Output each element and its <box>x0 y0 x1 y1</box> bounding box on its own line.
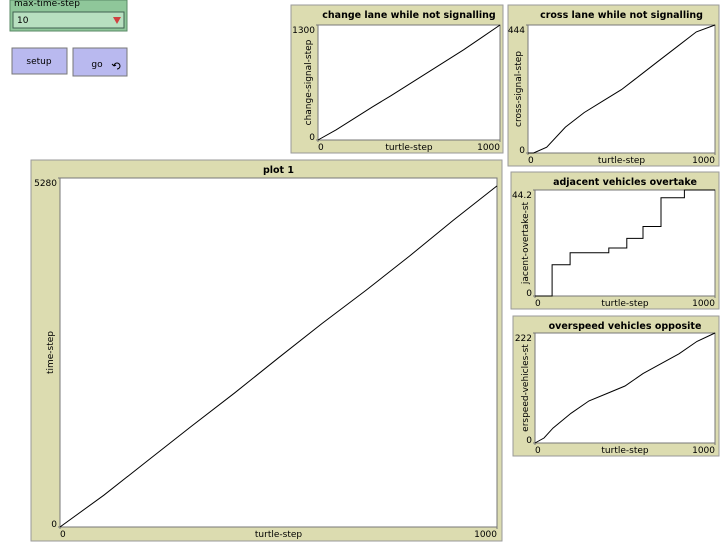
chooser-label: max-time-step <box>14 0 80 9</box>
setup-button[interactable]: setup <box>11 47 68 75</box>
x-axis-label: turtle-step <box>385 143 433 153</box>
plot: overspeed vehicles opposite 0 222 0 1000 turt… <box>512 315 720 457</box>
y-tick-label: 5280 <box>34 179 57 189</box>
y-axis-label: cross-signal-step <box>514 51 524 127</box>
plot-line <box>317 24 501 141</box>
x-axis-label: turtle-step <box>598 156 646 166</box>
x-tick-label: 0 <box>535 299 541 309</box>
plot-area <box>534 189 716 297</box>
y-tick-label: 0 <box>519 146 525 156</box>
forever-icon <box>111 62 121 70</box>
plot-title: plot 1 <box>263 165 294 176</box>
plot: cross lane while not signalling 0 444 0 1000… <box>507 4 720 167</box>
plot-title: cross lane while not signalling <box>540 10 703 21</box>
plot-line <box>534 332 716 444</box>
x-axis-label: turtle-step <box>601 446 649 456</box>
y-axis-label: erspeed-vehicles-st <box>521 344 531 432</box>
x-tick-label: 0 <box>528 156 534 166</box>
plot-title: change lane while not signalling <box>322 10 495 21</box>
plot: plot 1 0 5280 0 1000 turtle-step time-step <box>30 159 503 542</box>
plot-line <box>535 189 715 297</box>
x-tick-label: 1000 <box>692 156 715 166</box>
x-tick-label: 1000 <box>477 143 500 153</box>
plot-title: overspeed vehicles opposite <box>549 321 702 332</box>
chooser[interactable]: max-time-step 10 <box>9 0 128 32</box>
y-tick-label: 444 <box>508 26 525 36</box>
y-tick-label: 44.2 <box>512 191 532 201</box>
x-tick-label: 0 <box>535 446 541 456</box>
y-axis-label: time-step <box>46 331 56 374</box>
plot-line <box>59 185 498 528</box>
chooser-value: 10 <box>17 16 29 26</box>
x-tick-label: 1000 <box>474 530 497 540</box>
y-axis-label: jacent-overtake-st <box>521 201 531 285</box>
x-tick-label: 0 <box>318 143 324 153</box>
plot-area <box>317 24 501 141</box>
button-label: go <box>91 60 103 70</box>
x-tick-label: 1000 <box>692 446 715 456</box>
x-tick-label: 0 <box>60 530 66 540</box>
x-tick-label: 1000 <box>692 299 715 309</box>
plot: adjacent vehicles overtake 0 44.2 0 1000 turt… <box>510 171 720 310</box>
plot-line <box>528 24 716 154</box>
y-tick-label: 222 <box>515 334 532 344</box>
dropdown-arrow <box>113 17 121 24</box>
y-axis-label: change-signal-step <box>304 39 314 125</box>
y-tick-label: 1300 <box>292 26 315 36</box>
plot: change lane while not signalling 0 1300 0 10… <box>290 4 504 154</box>
x-axis-label: turtle-step <box>601 299 649 309</box>
plot-area <box>534 332 716 444</box>
y-tick-label: 0 <box>51 520 57 530</box>
y-tick-label: 0 <box>309 133 315 143</box>
button-label: setup <box>26 57 51 67</box>
y-tick-label: 0 <box>526 289 532 299</box>
plot-area <box>59 177 498 528</box>
y-tick-label: 0 <box>526 436 532 446</box>
x-axis-label: turtle-step <box>255 530 303 540</box>
plot-title: adjacent vehicles overtake <box>553 177 697 188</box>
go-button[interactable]: go <box>72 47 128 77</box>
